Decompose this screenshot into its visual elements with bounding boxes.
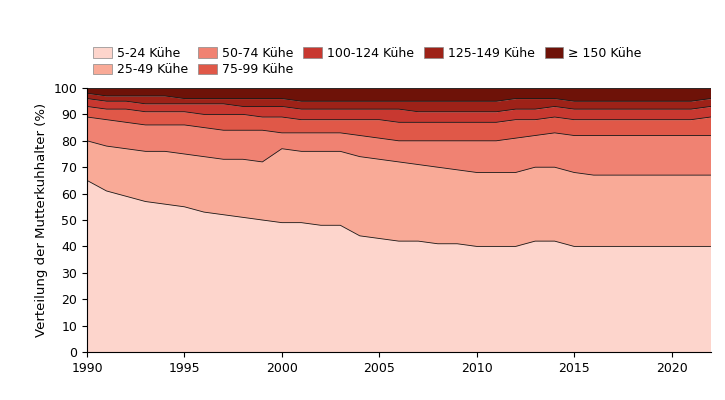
- Y-axis label: Verteilung der Mutterkuhhalter (%): Verteilung der Mutterkuhhalter (%): [35, 103, 48, 337]
- Legend: 5-24 Kühe, 25-49 Kühe, 50-74 Kühe, 75-99 Kühe, 100-124 Kühe, 125-149 Kühe, ≥ 150: 5-24 Kühe, 25-49 Kühe, 50-74 Kühe, 75-99…: [94, 47, 642, 76]
